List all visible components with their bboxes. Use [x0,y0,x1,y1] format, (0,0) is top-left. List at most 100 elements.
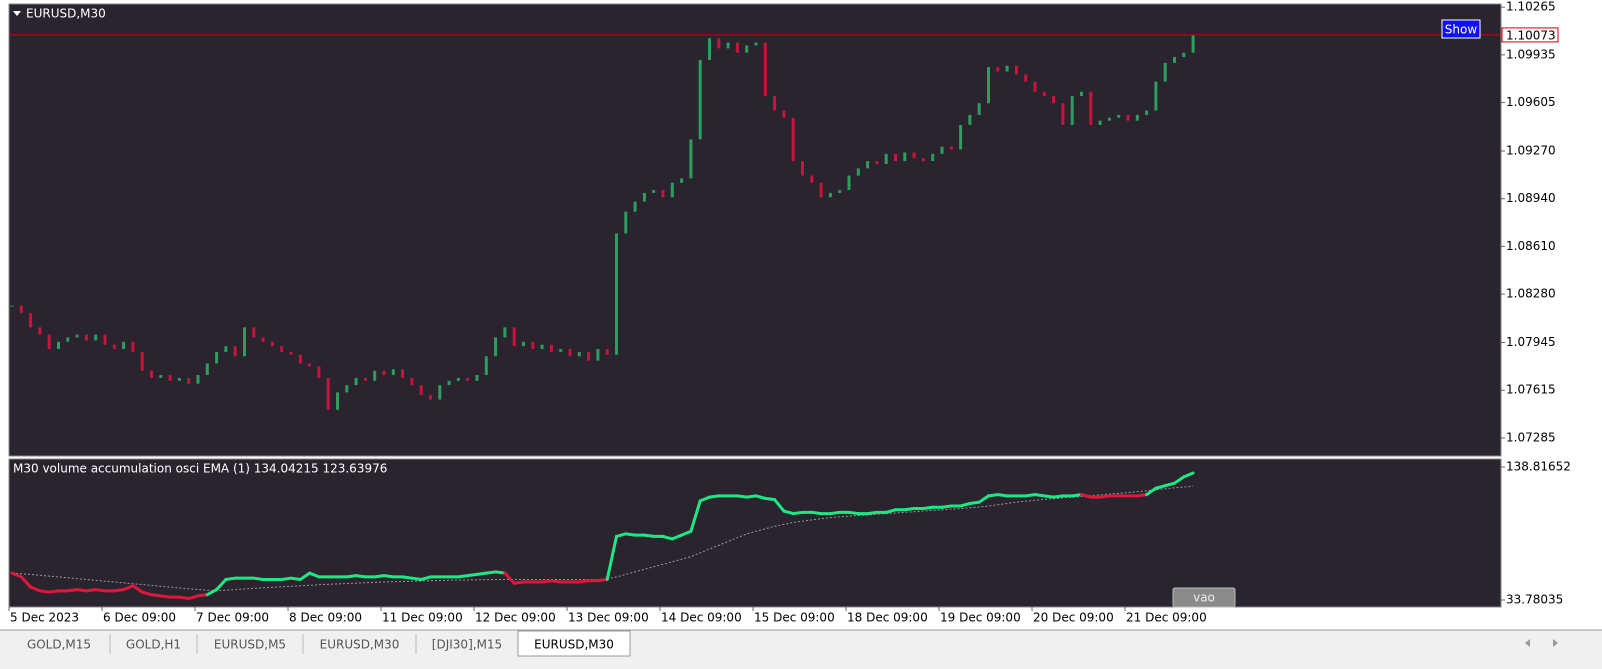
candle [456,377,460,381]
candle [261,337,265,342]
candle [522,341,525,347]
osc-segment [140,590,153,597]
candle [1089,91,1093,125]
osc-segment [540,579,553,584]
osc-segment [94,588,107,593]
x-tick-label: 20 Dec 09:00 [1033,611,1114,625]
collapse-arrow[interactable] [13,11,21,16]
candle [475,375,479,381]
candle [494,337,498,357]
x-tick-label: 19 Dec 09:00 [940,611,1021,625]
osc-segment [19,575,33,589]
osc-segment [689,499,702,533]
osc-segment [708,494,721,499]
candle [429,395,432,400]
osc-segment [205,588,219,597]
osc-segment [1052,494,1065,499]
x-tick-label: 21 Dec 09:00 [1126,611,1207,625]
osc-segment [940,504,953,509]
osc-segment [289,576,302,581]
osc-segment [159,594,172,599]
candle [243,327,246,357]
osc-segment [987,493,1000,498]
tab-label[interactable]: EURUSD,M5 [214,638,286,652]
candle [103,334,107,345]
tab-label[interactable]: [DJI30],M15 [432,638,502,652]
show-button[interactable] [1441,19,1481,39]
price-panel [8,3,1502,457]
scroll-right[interactable] [1553,639,1558,647]
tab-label[interactable]: EURUSD,M30 [320,638,400,652]
candle [419,385,423,396]
candle [1033,81,1037,92]
candle [345,385,349,393]
candle [1098,120,1102,125]
candle [512,327,516,347]
osc-segment [29,585,42,593]
osc-segment [791,510,804,516]
symbol-label: EURUSD,M30 [26,7,106,21]
y-tick-label: 1.09605 [1506,95,1556,109]
candle [661,190,665,198]
candle [373,370,377,381]
candle [642,192,646,202]
candle [66,337,70,342]
candle [131,341,135,352]
osc-segment [1080,493,1093,499]
candle [196,375,200,384]
osc-segment [512,580,525,585]
x-tick-label: 8 Dec 09:00 [289,611,362,625]
tab-active[interactable] [517,630,631,657]
tab-label[interactable]: GOLD,H1 [126,638,181,652]
osc-segment [1098,494,1111,499]
osc-segment [735,494,749,499]
candle [354,377,358,386]
candle [959,124,963,150]
osc-segment [847,510,860,516]
candle [838,190,842,193]
osc-segment [615,532,628,538]
osc-segment [187,594,200,600]
tab-label[interactable]: GOLD,M15 [27,638,91,652]
candle [680,178,684,183]
x-tick-label: 11 Dec 09:00 [382,611,463,625]
vao-button-label[interactable]: vao [1193,591,1215,605]
candle [921,158,925,162]
candle [735,42,739,53]
candle [977,103,981,115]
osc-segment [373,574,386,579]
scroll-left[interactable] [1525,639,1530,647]
candle [19,305,23,313]
osc-segment [1163,481,1176,488]
candle [987,67,990,104]
x-tick-label: 13 Dec 09:00 [568,611,649,625]
osc-segment [298,571,312,581]
candle [1117,114,1121,118]
vao-button[interactable] [1172,587,1236,608]
candle [577,351,581,357]
show-button-label[interactable]: Show [1445,23,1478,37]
osc-segment [122,584,135,592]
y-tick-label: 1.07285 [1506,430,1556,444]
osc-segment [1024,493,1037,498]
candle [605,349,609,355]
osc-segment [419,575,432,581]
osc-segment [1070,493,1083,498]
osc-segment [605,534,618,581]
osc-segment [410,576,423,581]
osc-segment [475,571,488,576]
candle [112,344,116,350]
candle [894,153,897,162]
candle [298,354,302,364]
y-tick-label: 33.78035 [1506,592,1563,606]
x-tick-label: 14 Dec 09:00 [661,611,742,625]
x-tick-label: 6 Dec 09:00 [103,611,176,625]
osc-segment [959,501,972,508]
tab-label[interactable]: EURUSD,M30 [534,638,614,652]
osc-segment [150,593,163,598]
osc-segment [112,588,126,593]
last-price-label: 1.10073 [1506,28,1556,42]
osc-segment [196,593,209,598]
osc-segment [1154,484,1167,490]
osc-segment [38,589,51,594]
